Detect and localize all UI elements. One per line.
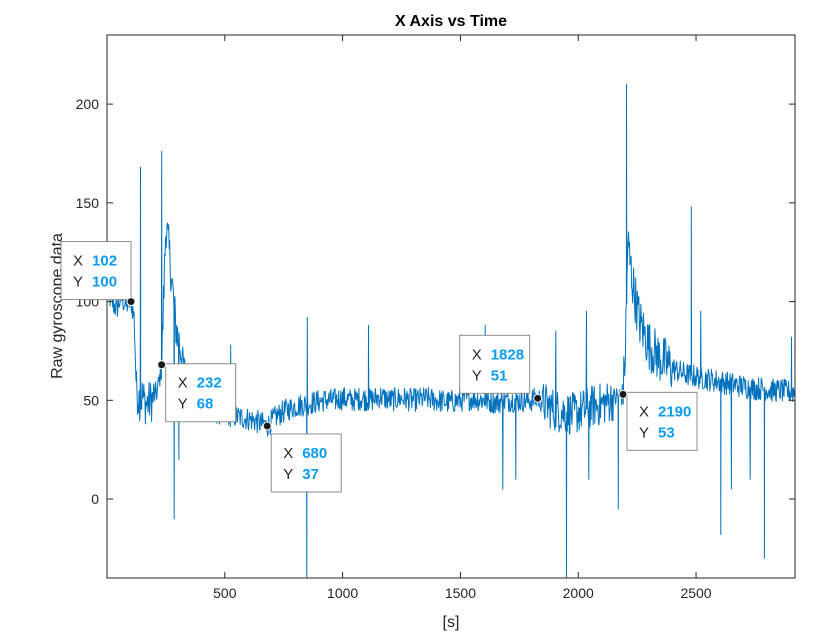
plot-area <box>106 34 796 579</box>
datatip-box <box>60 241 132 301</box>
x-tick-label: 500 <box>213 585 237 601</box>
datatip-x-value: 2190 <box>658 403 691 420</box>
datatip-y-key: Y <box>73 274 83 291</box>
datatip-y-value: 51 <box>491 367 508 384</box>
datatip-marker <box>618 389 628 399</box>
datatip-x-key: X <box>73 253 83 270</box>
datatip-x-key: X <box>283 445 293 462</box>
datatip-marker <box>262 421 272 431</box>
datatips-layer: X 102 Y 100 X 232 Y 68 X 680 Y 37 X 1828 Y 51 X 2190 Y 53 <box>60 241 698 493</box>
datatip-x-key: X <box>472 346 482 363</box>
x-tick-label: 1000 <box>327 585 358 601</box>
y-tick-label: 50 <box>83 392 99 408</box>
datatip-x-value: 680 <box>302 445 327 462</box>
x-tick-label: 2500 <box>680 585 711 601</box>
datatip-marker <box>533 393 543 403</box>
datatip-x-key: X <box>639 403 649 420</box>
datatip: X 1828 Y 51 <box>459 334 543 403</box>
datatip-box <box>459 334 531 394</box>
datatip-y-key: Y <box>639 424 649 441</box>
datatip-marker <box>157 360 167 370</box>
datatip-y-key: Y <box>472 367 482 384</box>
plot-background <box>107 35 795 578</box>
chart-title: X Axis vs Time <box>395 13 507 30</box>
datatip-y-value: 37 <box>302 466 319 483</box>
datatip-x-value: 102 <box>92 253 117 270</box>
x-tick-label: 1500 <box>445 585 476 601</box>
datatip-y-value: 53 <box>658 424 675 441</box>
datatip: X 2190 Y 53 <box>618 389 698 451</box>
datatip-x-key: X <box>178 375 188 392</box>
y-tick-label: 150 <box>76 195 100 211</box>
y-tick-label: 200 <box>76 96 100 112</box>
datatip: X 232 Y 68 <box>157 360 237 423</box>
plot-frame <box>106 34 796 579</box>
x-axis-label: [s] <box>443 614 460 631</box>
datatip-marker <box>126 297 136 307</box>
datatip: X 102 Y 100 <box>60 241 136 307</box>
datatip-x-value: 232 <box>197 375 222 392</box>
y-tick-label: 0 <box>91 491 99 507</box>
datatip-box <box>165 363 237 423</box>
datatip-y-key: Y <box>283 466 293 483</box>
datatip-y-value: 68 <box>197 396 214 413</box>
datatip-box <box>270 433 342 493</box>
datatip-x-value: 1828 <box>491 346 524 363</box>
datatip-y-value: 100 <box>92 274 117 291</box>
datatip: X 680 Y 37 <box>262 421 342 493</box>
x-tick-label: 2000 <box>563 585 594 601</box>
datatip-box <box>626 391 698 451</box>
datatip-y-key: Y <box>178 396 188 413</box>
